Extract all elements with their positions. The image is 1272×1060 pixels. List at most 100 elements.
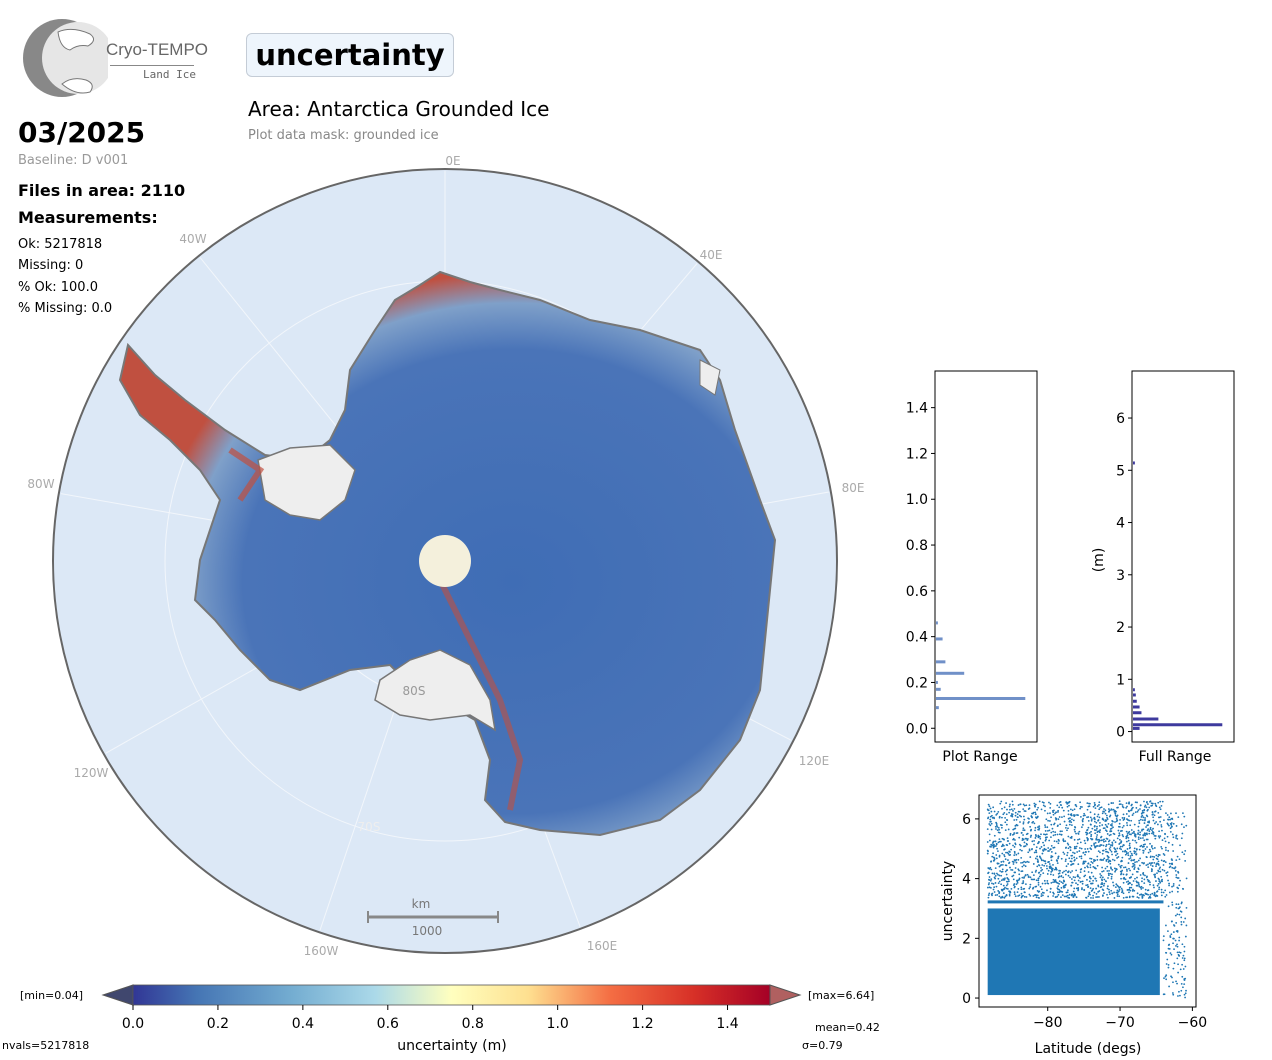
scatter-point [1028, 848, 1031, 851]
scatter-point [1165, 951, 1168, 954]
scatter-point [1042, 801, 1045, 804]
scatter-point [1036, 890, 1039, 892]
scatter-point [1099, 806, 1102, 809]
histogram-bar [936, 637, 943, 641]
scatter-point [1012, 838, 1014, 841]
scatter-point [995, 824, 998, 827]
scatter-x-tick-label: −60 [1178, 1015, 1208, 1031]
scatter-point [1147, 824, 1149, 827]
scatter-y-tick-label: 2 [962, 931, 971, 947]
scatter-point [1176, 957, 1179, 960]
scatter-point [1035, 817, 1038, 820]
scatter-point [1046, 882, 1049, 885]
scatter-point [1062, 809, 1065, 812]
scatter-point [1160, 825, 1163, 828]
scatter-point [1125, 873, 1128, 876]
scatter-point [1037, 879, 1040, 882]
scatter-point [1110, 875, 1113, 878]
scatter-point [1080, 857, 1083, 860]
scatter-point [1072, 890, 1075, 893]
scatter-point [986, 849, 989, 852]
scatter-point [1125, 881, 1128, 883]
scatter-point [1109, 862, 1112, 865]
scatter-point [1022, 808, 1025, 810]
scatter-point [1140, 888, 1143, 890]
scatter-point [1011, 834, 1014, 836]
scatter-point [1044, 809, 1046, 812]
scatter-point [1099, 829, 1101, 831]
scatter-point [1134, 877, 1136, 880]
scatter-point [1088, 880, 1091, 883]
scatter-point [1098, 896, 1100, 898]
scatter-point [1078, 877, 1081, 879]
meridian-label-160w: 160W [304, 944, 339, 958]
scatter-point [1078, 850, 1081, 852]
scatter-point [1040, 869, 1042, 872]
colorbar-max-arrow [769, 984, 802, 1006]
scatter-point [1028, 807, 1031, 810]
scatter-point [1022, 829, 1025, 831]
scatter-point [1008, 894, 1011, 897]
scatter-point [1157, 869, 1160, 872]
scatter-point [1109, 866, 1112, 869]
scatter-point [1033, 843, 1035, 846]
scatter-point [1049, 865, 1052, 868]
scatter-point [1154, 835, 1157, 837]
scatter-point [1151, 811, 1154, 813]
scatter-point [1177, 903, 1180, 906]
scatter-point [1150, 862, 1153, 865]
scatter-point [1157, 835, 1160, 838]
scatter-point [1072, 851, 1074, 854]
scatter-point [1157, 877, 1160, 880]
scatter-point [1050, 881, 1053, 884]
scatter-point [1155, 865, 1157, 868]
scatter-point [1025, 833, 1028, 836]
scatter-point [1120, 877, 1122, 880]
scatter-point [1052, 864, 1054, 866]
scatter-point [1131, 839, 1134, 842]
scatter-point [1104, 812, 1107, 815]
scatter-point [1139, 818, 1142, 821]
scatter-point [1042, 804, 1045, 807]
scatter-point [1069, 846, 1072, 849]
scatter-point [1162, 935, 1165, 938]
scatter-point [1145, 832, 1148, 835]
scatter-point [1038, 897, 1040, 899]
scatter-point [1063, 895, 1066, 898]
scatter-point [1005, 894, 1008, 896]
scatter-point [1020, 888, 1023, 891]
scatter-point [1111, 892, 1114, 895]
scatter-point [1101, 870, 1104, 873]
scatter-point [1032, 863, 1035, 865]
scatter-point [1168, 985, 1170, 988]
scatter-point [1122, 873, 1125, 876]
scatter-point [1152, 816, 1155, 819]
scatter-point [1086, 802, 1089, 805]
pole-hole [419, 535, 471, 587]
scatter-point [1115, 850, 1118, 853]
scatter-point [1151, 844, 1153, 847]
scatter-point [1090, 818, 1093, 821]
date-label: 03/2025 [18, 116, 146, 149]
scatter-point [1161, 839, 1164, 842]
scatter-point [1143, 878, 1146, 881]
scatter-point [1177, 816, 1180, 819]
scatter-point [1139, 874, 1142, 876]
scatter-point [1167, 966, 1170, 969]
scatter-point [1126, 824, 1129, 827]
scatter-point [1176, 913, 1179, 916]
scatter-point [1007, 859, 1009, 861]
scatter-point [993, 872, 996, 875]
scatter-point [1164, 833, 1166, 836]
scatter-point [1150, 870, 1153, 873]
scatter-point [1041, 868, 1044, 871]
scatter-point [1157, 864, 1160, 866]
scatter-point [1049, 887, 1052, 890]
scatter-point [1022, 834, 1024, 836]
scatter-point [1172, 993, 1175, 996]
scatter-x-tick-label: −70 [1105, 1015, 1135, 1031]
scatter-point [1171, 866, 1174, 869]
scatter-point [1052, 878, 1055, 881]
scatter-point [1156, 894, 1158, 897]
scatter-point [988, 879, 991, 881]
